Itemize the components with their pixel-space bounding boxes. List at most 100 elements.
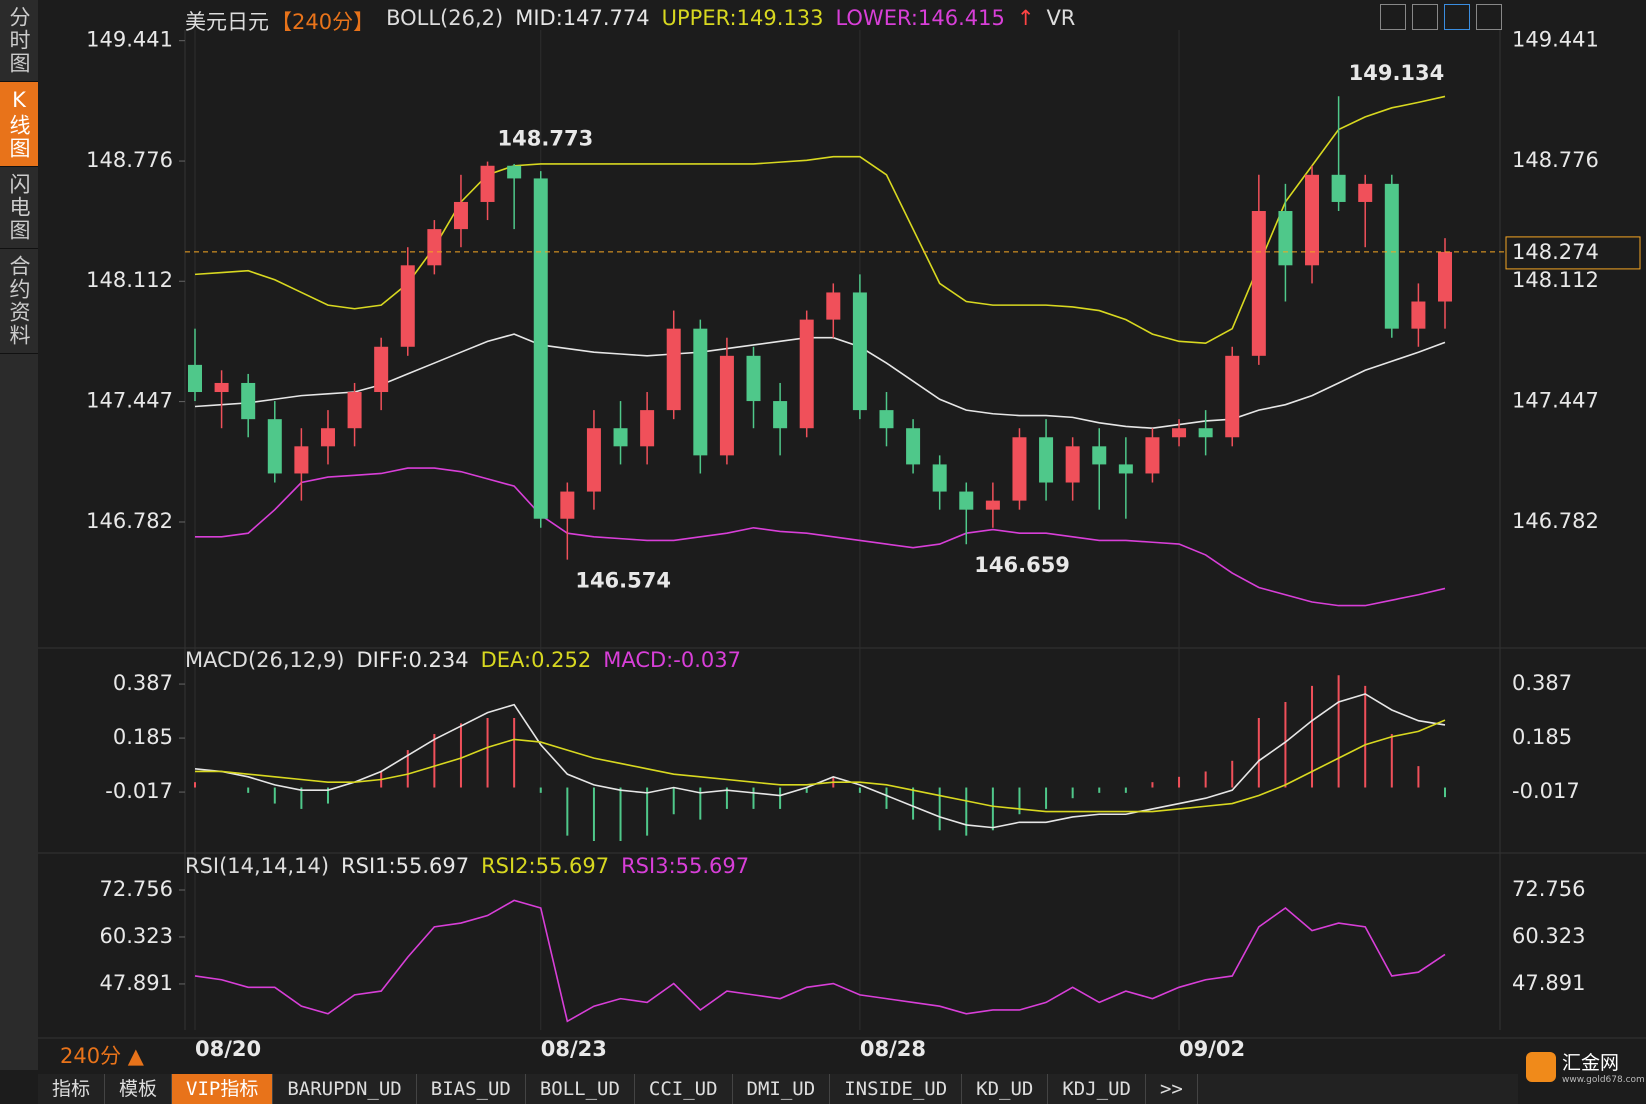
candle-body [1065, 446, 1080, 483]
candle-body [1225, 355, 1240, 438]
y-tick-label: 149.441 [86, 28, 173, 52]
y-tick-label: 148.776 [1512, 148, 1599, 172]
candle-body [1145, 437, 1160, 474]
y-tick-label: 146.782 [86, 509, 173, 533]
y-tick-label: -0.017 [105, 779, 173, 803]
indicator[interactable]: VR [1046, 6, 1076, 30]
y-tick-label: 148.776 [86, 148, 173, 172]
toolbar [1380, 4, 1502, 30]
y-tick-label: -0.017 [1512, 779, 1580, 803]
x-tick-label: 08/28 [860, 1037, 926, 1061]
candle-body [826, 292, 841, 320]
legend-item: RSI3:55.697 [621, 854, 750, 878]
candle-body [613, 428, 628, 447]
candle-body [1198, 428, 1213, 438]
indicator[interactable]: BOLL(26,2) [386, 6, 504, 30]
tool-icon[interactable] [1380, 4, 1406, 30]
candle-body [507, 165, 522, 179]
side-tab[interactable]: 闪电图 [0, 167, 38, 249]
candle-body [586, 428, 601, 492]
last-price-box [1505, 236, 1641, 270]
y-tick-label: 0.185 [1512, 725, 1572, 749]
candle-body [267, 419, 282, 474]
extreme-label: 146.659 [974, 553, 1070, 577]
x-tick-label: 09/02 [1179, 1037, 1245, 1061]
logo-url: www.gold678.com [1562, 1075, 1645, 1085]
symbol: 美元日元 [185, 10, 269, 34]
indicator-tab[interactable]: >> [1146, 1074, 1198, 1104]
candle-body [932, 464, 947, 492]
candle-body [852, 292, 867, 411]
y-tick-label: 72.756 [100, 877, 173, 901]
side-tab[interactable]: 分时图 [0, 0, 38, 82]
side-tab[interactable]: 合约资料 [0, 249, 38, 354]
logo-text: 汇金网 [1562, 1052, 1620, 1074]
y-tick-label: 149.441 [1512, 28, 1599, 52]
candle-body [959, 491, 974, 510]
y-tick-label: 47.891 [1512, 971, 1585, 995]
candle-body [1172, 428, 1187, 438]
candle-body [799, 319, 814, 429]
candle-body [640, 410, 655, 447]
candle-body [1092, 446, 1107, 465]
indicator-tab[interactable]: 模板 [105, 1074, 173, 1104]
indicator-tab[interactable]: DMI_UD [733, 1074, 831, 1104]
candle-body [400, 265, 415, 347]
last-price-label: 148.274 [1512, 240, 1599, 264]
legend-title: MACD(26,12,9) [185, 648, 345, 672]
tool-icon[interactable] [1444, 4, 1470, 30]
candle-body [1384, 183, 1399, 329]
y-tick-label: 146.782 [1512, 509, 1599, 533]
y-tick-label: 0.185 [113, 725, 173, 749]
candle-body [1012, 437, 1027, 501]
candle-body [1305, 174, 1320, 266]
legend-item: MID:147.774 [515, 6, 650, 30]
tool-icon[interactable] [1412, 4, 1438, 30]
period-switch[interactable]: 240分 ▲ [60, 1044, 144, 1068]
candle-body [480, 165, 495, 202]
candle-body [214, 382, 229, 393]
indicator-tab[interactable]: KD_UD [962, 1074, 1049, 1104]
side-tab[interactable]: K线图 [0, 82, 38, 167]
indicator-tab[interactable]: BOLL_UD [526, 1074, 635, 1104]
candle-body [1331, 174, 1346, 202]
indicator-tab[interactable]: BIAS_UD [417, 1074, 526, 1104]
indicator-tab[interactable]: 指标 [38, 1074, 106, 1104]
series-line [195, 467, 1446, 607]
candle-body [666, 328, 681, 411]
y-tick-label: 0.387 [113, 671, 173, 695]
candle-body [773, 401, 788, 429]
indicator-tab[interactable]: KDJ_UD [1048, 1074, 1146, 1104]
candle-body [320, 428, 335, 447]
tool-icon[interactable] [1476, 4, 1502, 30]
legend-item: RSI2:55.697 [481, 854, 610, 878]
candle-body [879, 410, 894, 429]
candle-body [241, 382, 256, 420]
legend-item: MACD:-0.037 [603, 648, 741, 672]
macd-legend: MACD(26,12,9) DIFF:0.234 DEA:0.252 MACD:… [185, 648, 741, 672]
legend-item: DIFF:0.234 [356, 648, 469, 672]
legend-item: LOWER:146.415 [835, 6, 1005, 30]
indicator-tab[interactable]: INSIDE_UD [830, 1074, 963, 1104]
candle-body [560, 491, 575, 519]
extreme-label: 146.574 [575, 569, 671, 593]
candle-body [453, 201, 468, 230]
candle-body [347, 392, 362, 429]
y-tick-label: 148.112 [86, 268, 173, 292]
legend-item: DEA:0.252 [480, 648, 592, 672]
candle-body [985, 500, 1000, 510]
y-tick-label: 148.112 [1512, 268, 1599, 292]
candle-body [188, 364, 202, 393]
period[interactable]: 【240分】 [271, 10, 375, 34]
candle-body [1358, 183, 1373, 202]
indicator-tab[interactable]: VIP指标 [172, 1074, 274, 1104]
y-tick-label: 0.387 [1512, 671, 1572, 695]
candle-body [906, 428, 921, 465]
indicator-tab[interactable]: BARUPDN_UD [273, 1074, 417, 1104]
candle-body [1251, 211, 1266, 356]
series-line [194, 693, 1446, 829]
indicator-tab[interactable]: CCI_UD [635, 1074, 733, 1104]
candle-body [719, 355, 734, 456]
x-tick-label: 08/23 [541, 1037, 607, 1061]
